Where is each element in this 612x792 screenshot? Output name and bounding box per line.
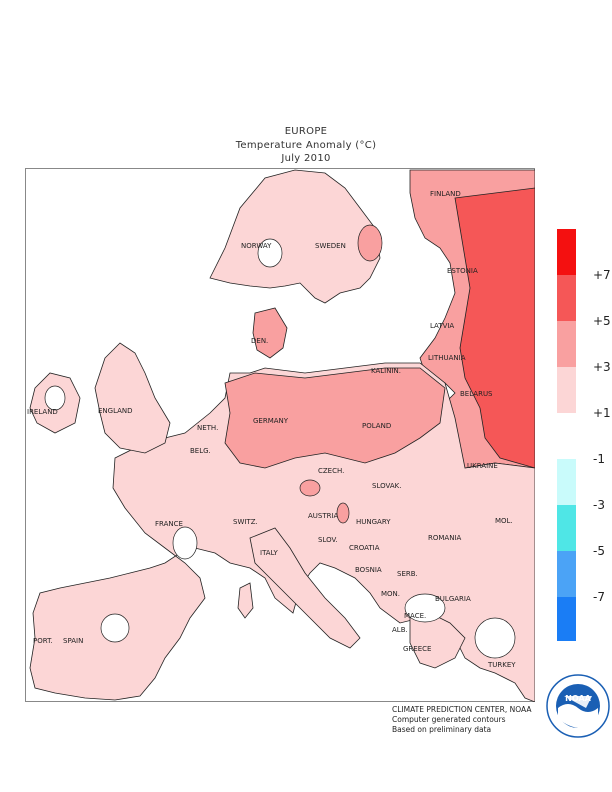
legend-colorbar <box>557 229 576 641</box>
credits-line-3: Based on preliminary data <box>392 725 492 734</box>
credits-line-2: Computer generated contours <box>392 715 506 724</box>
legend-label-p5: +5 <box>593 314 611 328</box>
map-date: July 2010 <box>281 153 331 164</box>
label-croatia: CROATIA <box>349 544 380 552</box>
label-spain: SPAIN <box>63 637 83 645</box>
label-mace: MACE. <box>404 612 426 620</box>
label-kalinin: KALININ. <box>371 367 401 375</box>
legend-label-p3: +3 <box>593 360 611 374</box>
legend-label-p1: +1 <box>593 406 611 420</box>
label-austria: AUSTRIA <box>308 512 339 520</box>
land-britain <box>94 342 171 454</box>
anomaly-spots <box>44 224 516 659</box>
label-italy: ITALY <box>260 549 279 557</box>
label-mol: MOL. <box>495 517 513 525</box>
label-belg: BELG. <box>190 447 211 455</box>
legend-swatch-m3tom5 <box>557 505 576 551</box>
label-england: ENGLAND <box>98 407 133 415</box>
label-den: DEN. <box>251 337 268 345</box>
land-italy <box>249 527 361 649</box>
label-czech: CZECH. <box>318 467 344 475</box>
noaa-logo: NOAA <box>546 674 610 738</box>
map-subtitle: Temperature Anomaly (°C) <box>235 140 377 151</box>
country-labels: FINLAND NORWAY SWEDEN ESTONIA LATVIA DEN… <box>27 190 516 669</box>
label-port: PORT. <box>33 637 53 645</box>
label-latvia: LATVIA <box>430 322 454 330</box>
land-areas <box>29 169 535 702</box>
label-alb: ALB. <box>392 626 408 634</box>
legend-label-m1: -1 <box>593 452 605 466</box>
label-sweden: SWEDEN <box>315 242 346 250</box>
land-warm-east <box>454 187 535 469</box>
noaa-logo-text: NOAA <box>565 694 591 703</box>
label-turkey: TURKEY <box>487 661 516 669</box>
legend-swatch-m5tom7 <box>557 551 576 597</box>
land-corsica <box>237 582 254 619</box>
land-central-warm <box>224 367 446 469</box>
credits-line-1: CLIMATE PREDICTION CENTER, NOAA <box>392 705 532 714</box>
label-lithuania: LITHUANIA <box>428 354 466 362</box>
label-norway: NORWAY <box>241 242 272 250</box>
label-ireland: IRELAND <box>27 408 58 416</box>
credits: CLIMATE PREDICTION CENTER, NOAA Computer… <box>392 705 531 735</box>
label-france: FRANCE <box>155 520 183 528</box>
legend-label-m5: -5 <box>593 544 605 558</box>
label-serb: SERB. <box>397 570 418 578</box>
legend-swatch-m1tom3 <box>557 459 576 505</box>
label-romania: ROMANIA <box>428 534 462 542</box>
label-slov: SLOV. <box>318 536 338 544</box>
legend-label-m3: -3 <box>593 498 605 512</box>
label-germany: GERMANY <box>253 417 289 425</box>
europe-anomaly-map: FINLAND NORWAY SWEDEN ESTONIA LATVIA DEN… <box>25 168 535 702</box>
label-belarus: BELARUS <box>460 390 493 398</box>
land-denmark <box>252 307 288 359</box>
legend-label-p7: +7 <box>593 268 611 282</box>
legend-swatch-3to5 <box>557 321 576 367</box>
label-bosnia: BOSNIA <box>355 566 382 574</box>
legend-swatch-5to7 <box>557 275 576 321</box>
label-neth: NETH. <box>197 424 218 432</box>
map-title: EUROPE <box>284 126 328 137</box>
label-mon: MON. <box>381 590 400 598</box>
legend-swatch-1to3 <box>557 367 576 413</box>
label-finland: FINLAND <box>430 190 461 198</box>
label-switz: SWITZ. <box>233 518 258 526</box>
legend-swatch-gt7 <box>557 229 576 275</box>
label-poland: POLAND <box>362 422 391 430</box>
land-scandinavia <box>209 169 381 304</box>
legend-swatch-neutral <box>557 413 576 459</box>
label-greece: GREECE <box>403 645 431 653</box>
label-ukraine: UKRAINE <box>467 462 498 470</box>
label-hungary: HUNGARY <box>356 518 391 526</box>
label-slovak: SLOVAK. <box>372 482 401 490</box>
legend-swatch-lt-m7 <box>557 597 576 641</box>
label-bulgaria: BULGARIA <box>435 595 471 603</box>
label-estonia: ESTONIA <box>447 267 478 275</box>
legend-label-m7: -7 <box>593 590 605 604</box>
